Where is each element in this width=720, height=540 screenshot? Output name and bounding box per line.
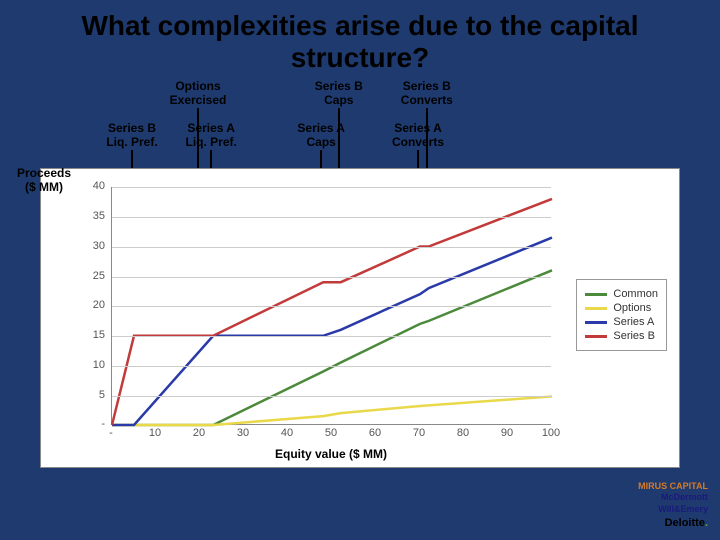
x-tick: 70 <box>404 427 434 439</box>
annotation: Series AConverts <box>378 122 458 148</box>
legend-item: Series A <box>585 316 658 328</box>
slide-root: What complexities arise due to the capit… <box>0 0 720 540</box>
y-tick: 20 <box>45 299 105 311</box>
slide-title: What complexities arise due to the capit… <box>0 0 720 78</box>
deloitte-dot: . <box>705 517 708 529</box>
x-tick: 90 <box>492 427 522 439</box>
legend: Common Options Series A Series B <box>576 279 667 351</box>
y-axis-label-l1: Proceeds <box>17 166 71 180</box>
annotation: Series ACaps <box>281 122 361 148</box>
annotation: Series BLiq. Pref. <box>92 122 172 148</box>
y-tick: 5 <box>45 389 105 401</box>
deloitte-logo: Deloitte. <box>638 516 708 530</box>
annotation: Series ALiq. Pref. <box>171 122 251 148</box>
mcdermott-logo: McDermott Will&Emery <box>638 492 708 515</box>
x-tick: 30 <box>228 427 258 439</box>
y-tick: 10 <box>45 359 105 371</box>
series-series-b <box>112 199 552 425</box>
series-options <box>112 397 552 426</box>
x-tick: 80 <box>448 427 478 439</box>
x-axis-label: Equity value ($ MM) <box>111 447 551 461</box>
x-tick: 40 <box>272 427 302 439</box>
y-tick: 35 <box>45 210 105 222</box>
annotation: OptionsExercised <box>158 80 238 106</box>
annotation-region: OptionsExercised Series BCaps Series BConv… <box>0 78 720 168</box>
annotation: Series BConverts <box>387 80 467 106</box>
x-tick: 60 <box>360 427 390 439</box>
legend-item: Series B <box>585 330 658 342</box>
annotation: Series BCaps <box>299 80 379 106</box>
x-tick: 100 <box>536 427 566 439</box>
x-tick: 10 <box>140 427 170 439</box>
plot-area <box>111 187 551 425</box>
logo-block: MIRUS CAPITAL McDermott Will&Emery Deloi… <box>638 481 708 530</box>
y-tick: 30 <box>45 240 105 252</box>
x-tick: 50 <box>316 427 346 439</box>
y-tick: 40 <box>45 180 105 192</box>
mirus-logo: MIRUS CAPITAL <box>638 481 708 493</box>
legend-item: Options <box>585 302 658 314</box>
series-series-a <box>112 238 552 425</box>
y-tick: 25 <box>45 270 105 282</box>
x-tick: - <box>96 427 126 439</box>
y-tick: 15 <box>45 329 105 341</box>
chart: Proceeds ($ MM) CommonOptionsSeries ASer… <box>40 168 680 468</box>
x-tick: 20 <box>184 427 214 439</box>
legend-item: Common <box>585 288 658 300</box>
